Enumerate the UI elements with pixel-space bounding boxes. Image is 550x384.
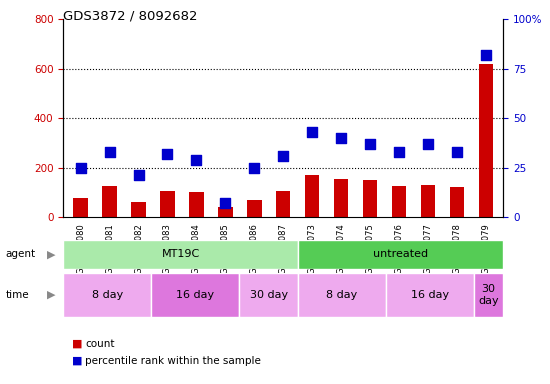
Bar: [276, 191, 290, 217]
Bar: [478, 64, 493, 217]
Bar: [474, 273, 503, 317]
Point: [134, 172, 143, 179]
Point: [366, 141, 375, 147]
Text: ▶: ▶: [47, 290, 56, 300]
Bar: [298, 273, 386, 317]
Text: agent: agent: [6, 249, 36, 260]
Bar: [63, 273, 151, 317]
Point: [453, 149, 461, 155]
Point: [192, 157, 201, 163]
Bar: [305, 175, 320, 217]
Bar: [160, 191, 175, 217]
Text: GDS3872 / 8092682: GDS3872 / 8092682: [63, 10, 198, 23]
Text: ■: ■: [72, 339, 82, 349]
Point: [105, 149, 114, 155]
Text: untreated: untreated: [373, 249, 428, 260]
Text: ■: ■: [72, 356, 82, 366]
Bar: [450, 187, 464, 217]
Text: 8 day: 8 day: [326, 290, 358, 300]
Bar: [102, 186, 117, 217]
Point: [279, 152, 288, 159]
Point: [250, 164, 258, 170]
Point: [221, 200, 230, 206]
Bar: [334, 179, 348, 217]
Text: MT19C: MT19C: [162, 249, 200, 260]
Point: [163, 151, 172, 157]
Text: 16 day: 16 day: [411, 290, 449, 300]
Bar: [421, 185, 435, 217]
Bar: [239, 273, 298, 317]
Bar: [386, 273, 474, 317]
Text: count: count: [85, 339, 115, 349]
Text: 30 day: 30 day: [250, 290, 288, 300]
Bar: [151, 273, 239, 317]
Bar: [298, 240, 503, 269]
Text: 30
day: 30 day: [478, 284, 499, 306]
Bar: [73, 199, 88, 217]
Point: [337, 135, 345, 141]
Text: percentile rank within the sample: percentile rank within the sample: [85, 356, 261, 366]
Bar: [189, 192, 204, 217]
Text: 8 day: 8 day: [92, 290, 123, 300]
Text: time: time: [6, 290, 29, 300]
Bar: [392, 186, 406, 217]
Bar: [218, 207, 233, 217]
Point: [424, 141, 432, 147]
Text: ▶: ▶: [47, 249, 56, 260]
Bar: [131, 202, 146, 217]
Bar: [63, 240, 298, 269]
Bar: [363, 180, 377, 217]
Point: [76, 164, 85, 170]
Point: [481, 52, 490, 58]
Text: 16 day: 16 day: [176, 290, 214, 300]
Point: [308, 129, 317, 135]
Bar: [247, 200, 262, 217]
Point: [395, 149, 404, 155]
